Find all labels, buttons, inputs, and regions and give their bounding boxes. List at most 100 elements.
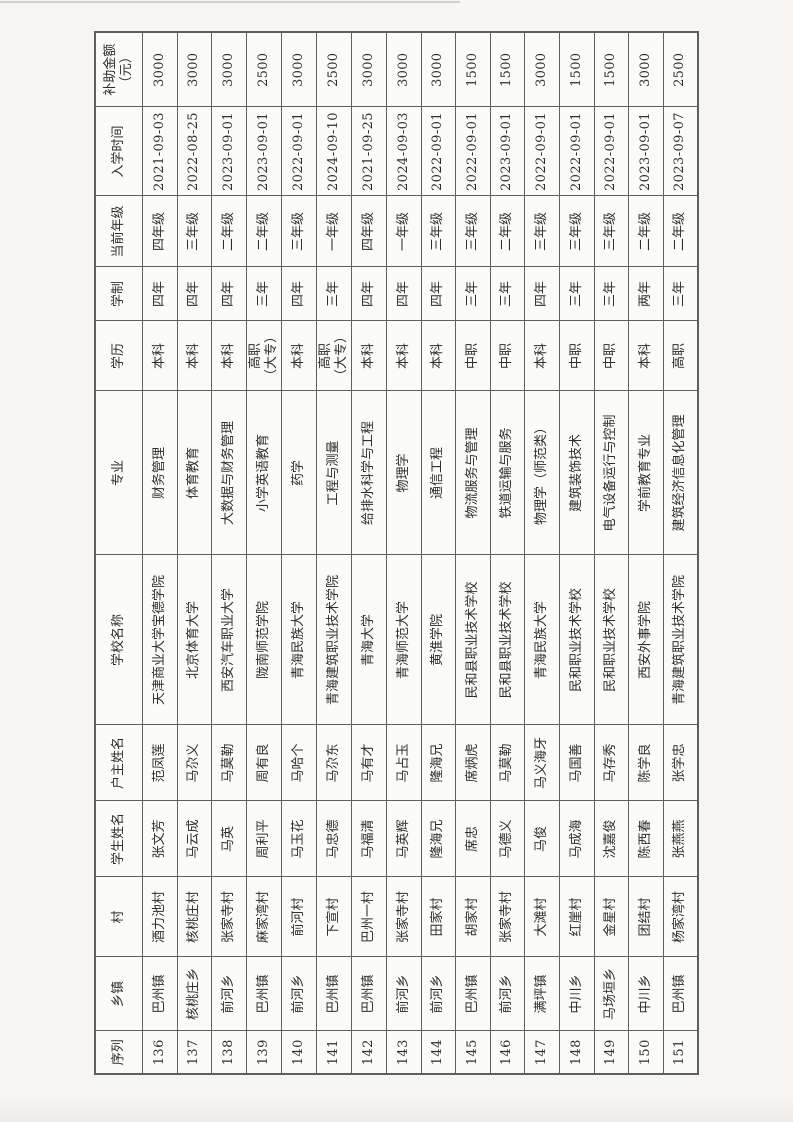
cell-village: 核桃庄村 bbox=[177, 877, 212, 957]
cell-schooling-length: 四年 bbox=[142, 267, 178, 321]
cell-enroll-date: 2022-09-01 bbox=[594, 107, 629, 196]
cell-subsidy-amount: 3000 bbox=[628, 32, 664, 107]
cell-township: 巴州镇 bbox=[455, 957, 491, 1031]
cell-current-grade: 三年级 bbox=[177, 196, 212, 267]
cell-current-grade: 二年级 bbox=[211, 196, 247, 267]
cell-schooling-length: 三年 bbox=[559, 267, 595, 321]
cell-student-name: 陈西春 bbox=[628, 801, 664, 877]
cell-school-name: 北京体育大学 bbox=[177, 555, 212, 725]
cell-subsidy-amount: 3000 bbox=[421, 32, 456, 107]
column-header-major: 专业 bbox=[95, 391, 143, 555]
scan-smudge bbox=[0, 1096, 793, 1122]
cell-serial: 147 bbox=[524, 1031, 560, 1074]
cell-head-name: 马莫勒 bbox=[490, 725, 525, 801]
cell-school-name: 青海大学 bbox=[351, 555, 387, 725]
cell-serial: 144 bbox=[421, 1031, 456, 1074]
cell-head-name: 马有才 bbox=[351, 725, 387, 801]
cell-village: 张家寺村 bbox=[211, 877, 247, 957]
cell-schooling-length: 三年 bbox=[455, 267, 491, 321]
cell-major: 学前教育专业 bbox=[628, 391, 664, 555]
cell-student-name: 马德义 bbox=[490, 801, 525, 877]
cell-serial: 148 bbox=[559, 1031, 595, 1074]
table-row: 148 中川乡 红崖村 马成海 马国善 民和职业技术学校 建筑装饰技术 中职 三年 三年级 2022… bbox=[559, 32, 595, 1074]
cell-enroll-date: 2021-09-03 bbox=[142, 107, 178, 196]
cell-education-level: 中职 bbox=[490, 321, 525, 391]
cell-major: 工程与测量 bbox=[316, 391, 352, 555]
cell-enroll-date: 2023-09-07 bbox=[663, 107, 698, 196]
table-row: 140 前河乡 前河村 马玉花 马哈个 青海民族大学 药学 本科 四年 三年级 2022-09-01… bbox=[281, 32, 317, 1074]
cell-major: 物流服务与管理 bbox=[455, 391, 491, 555]
cell-education-level: 本科 bbox=[524, 321, 560, 391]
cell-enroll-date: 2023-09-01 bbox=[211, 107, 247, 196]
cell-township: 巴州镇 bbox=[142, 957, 178, 1031]
cell-major: 建筑装饰技术 bbox=[559, 391, 595, 555]
cell-serial: 141 bbox=[316, 1031, 352, 1074]
table-header: 序列 乡镇村学生姓名 户主姓名 学校名称 专业 学历 学制 当前年级 入学时间 补助金额 （元） bbox=[95, 32, 143, 1074]
cell-current-grade: 二年级 bbox=[628, 196, 664, 267]
cell-village: 麻家湾村 bbox=[246, 877, 282, 957]
cell-subsidy-amount: 1500 bbox=[455, 32, 491, 107]
cell-enroll-date: 2024-09-03 bbox=[386, 107, 422, 196]
cell-enroll-date: 2023-09-01 bbox=[246, 107, 282, 196]
table-row: 144 前河乡 田家村 隆海兄 隆海兄 黄淮学院 通信工程 本科 四年 三年级 2022-09-01… bbox=[421, 32, 456, 1074]
cell-school-name: 黄淮学院 bbox=[421, 555, 456, 725]
cell-education-level: 本科 bbox=[281, 321, 317, 391]
cell-current-grade: 四年级 bbox=[351, 196, 387, 267]
table-row: 136 巴州镇 酒力池村 张文芳 范凤莲 天津商业大学宝德学院 财务管理 本科 四年 四年级 202… bbox=[142, 32, 178, 1074]
cell-subsidy-amount: 3000 bbox=[386, 32, 422, 107]
cell-student-name: 沈嘉俊 bbox=[594, 801, 629, 877]
table-row: 150 中川乡 团结村 陈西春 陈学良 西安外事学院 学前教育专业 本科 两年 二年级 2023-0… bbox=[628, 32, 664, 1074]
cell-school-name: 青海建筑职业技术学院 bbox=[316, 555, 352, 725]
cell-subsidy-amount: 3000 bbox=[524, 32, 560, 107]
table-body: 136 巴州镇 酒力池村 张文芳 范凤莲 天津商业大学宝德学院 财务管理 本科 四年 四年级 202… bbox=[142, 32, 698, 1074]
cell-serial: 145 bbox=[455, 1031, 491, 1074]
cell-school-name: 青海师范大学 bbox=[386, 555, 422, 725]
cell-current-grade: 三年级 bbox=[524, 196, 560, 267]
header-row: 序列 乡镇村学生姓名 户主姓名 学校名称 专业 学历 学制 当前年级 入学时间 补助金额 （元） bbox=[95, 32, 143, 1074]
cell-school-name: 民和职业技术学校 bbox=[559, 555, 595, 725]
cell-current-grade: 一年级 bbox=[386, 196, 422, 267]
cell-student-name: 马英辉 bbox=[386, 801, 422, 877]
cell-student-name: 周利平 bbox=[246, 801, 282, 877]
cell-village: 红崖村 bbox=[559, 877, 595, 957]
cell-serial: 149 bbox=[594, 1031, 629, 1074]
cell-enroll-date: 2022-09-01 bbox=[281, 107, 317, 196]
cell-student-name: 席忠 bbox=[455, 801, 491, 877]
cell-subsidy-amount: 3000 bbox=[211, 32, 247, 107]
cell-major: 给排水科学与工程 bbox=[351, 391, 387, 555]
cell-education-level: 本科 bbox=[177, 321, 212, 391]
cell-serial: 142 bbox=[351, 1031, 387, 1074]
cell-school-name: 青海民族大学 bbox=[281, 555, 317, 725]
cell-village: 下宣村 bbox=[316, 877, 352, 957]
cell-education-level: 中职 bbox=[455, 321, 491, 391]
cell-village: 巴州一村 bbox=[351, 877, 387, 957]
cell-head-name: 马占玉 bbox=[386, 725, 422, 801]
cell-student-name: 隆海兄 bbox=[421, 801, 456, 877]
cell-schooling-length: 三年 bbox=[490, 267, 525, 321]
table-row: 142 巴州镇 巴州一村 马福清 马有才 青海大学 给排水科学与工程 本科 四年 四年级 2021-… bbox=[351, 32, 387, 1074]
cell-schooling-length: 三年 bbox=[316, 267, 352, 321]
cell-village: 前河村 bbox=[281, 877, 317, 957]
cell-school-name: 陇南师范学院 bbox=[246, 555, 282, 725]
cell-township: 巴州镇 bbox=[246, 957, 282, 1031]
cell-student-name: 马英 bbox=[211, 801, 247, 877]
cell-student-name: 马忠德 bbox=[316, 801, 352, 877]
cell-village: 张家寺村 bbox=[490, 877, 525, 957]
cell-township: 马场垣乡 bbox=[594, 957, 629, 1031]
cell-student-name: 马成海 bbox=[559, 801, 595, 877]
cell-education-level: 本科 bbox=[211, 321, 247, 391]
cell-student-name: 张燕燕 bbox=[663, 801, 698, 877]
cell-education-level: 高职 （大专） bbox=[246, 321, 282, 391]
cell-head-name: 马尕东 bbox=[316, 725, 352, 801]
cell-serial: 140 bbox=[281, 1031, 317, 1074]
cell-subsidy-amount: 1500 bbox=[490, 32, 525, 107]
cell-current-grade: 二年级 bbox=[663, 196, 698, 267]
cell-enroll-date: 2023-09-01 bbox=[490, 107, 525, 196]
cell-current-grade: 二年级 bbox=[490, 196, 525, 267]
cell-enroll-date: 2023-09-01 bbox=[628, 107, 664, 196]
cell-schooling-length: 四年 bbox=[351, 267, 387, 321]
cell-township: 前河乡 bbox=[421, 957, 456, 1031]
cell-village: 胡家村 bbox=[455, 877, 491, 957]
cell-head-name: 马莫勒 bbox=[211, 725, 247, 801]
